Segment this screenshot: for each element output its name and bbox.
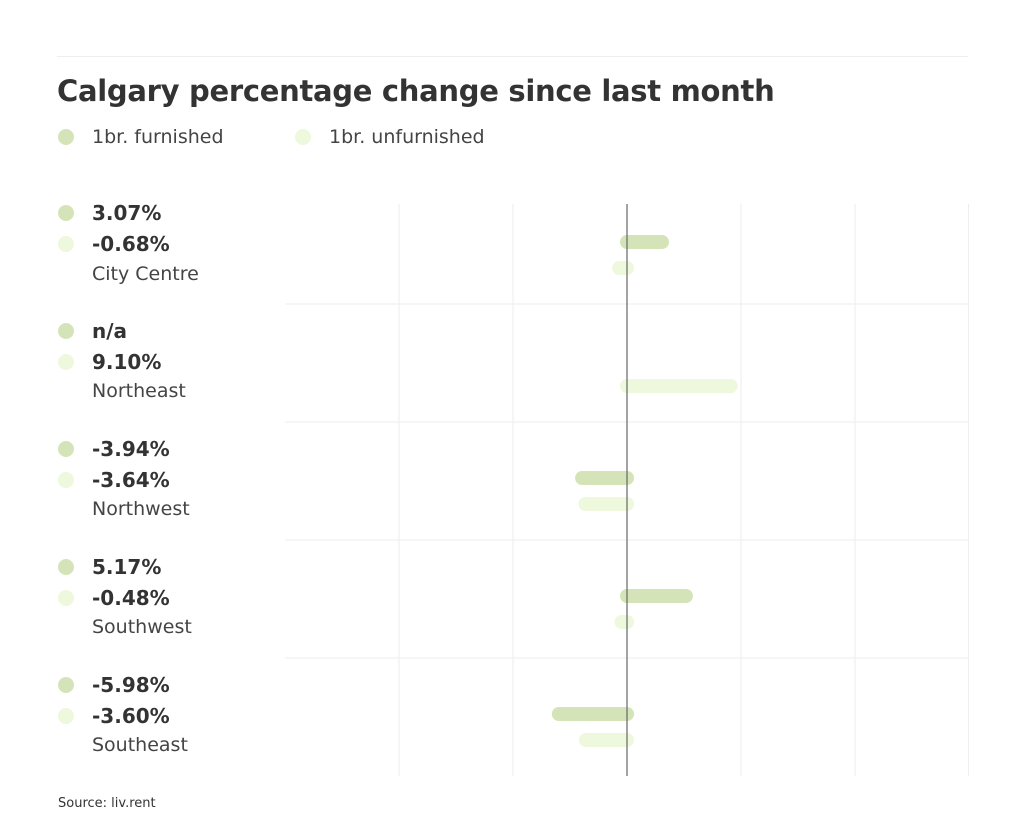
bar-furnished [620,235,669,249]
source-note: Source: liv.rent [58,796,156,811]
chart-title: Calgary percentage change since last mon… [57,74,775,108]
bar-furnished [620,589,693,603]
series-dot-unfurnished [58,708,74,724]
region-row-northeast: n/a 9.10% Northeast [58,316,968,434]
value-label-unfurnished: -3.64% [92,468,170,492]
region-row-city-centre: 3.07% -0.68% City Centre [58,198,968,316]
value-line-furnished: 3.07% [58,199,161,227]
value-line-unfurnished: -3.60% [58,702,170,730]
value-label-furnished: n/a [92,319,128,343]
legend-label-furnished: 1br. furnished [92,126,224,148]
legend-item-furnished: 1br. furnished [58,124,224,150]
region-label: Northeast [92,380,186,402]
value-label-furnished: -3.94% [92,437,170,461]
value-line-furnished: -3.94% [58,435,170,463]
bar-unfurnished [578,733,634,747]
series-dot-furnished [58,205,74,221]
series-dot-unfurnished [58,236,74,252]
bar-unfurnished [620,379,738,393]
value-line-unfurnished: -0.48% [58,584,170,612]
legend-label-unfurnished: 1br. unfurnished [329,126,485,148]
legend-dot-unfurnished [295,129,311,145]
series-dot-unfurnished [58,590,74,606]
region-row-northwest: -3.94% -3.64% Northwest [58,434,968,552]
bar-unfurnished [614,615,634,629]
bar-unfurnished [578,497,634,511]
value-label-furnished: -5.98% [92,673,170,697]
legend-item-unfurnished: 1br. unfurnished [295,124,485,150]
region-label: Southeast [92,734,188,756]
legend-dot-furnished [58,129,74,145]
value-line-furnished: n/a [58,317,127,345]
top-divider [57,56,968,57]
value-label-unfurnished: -0.48% [92,586,170,610]
value-line-unfurnished: 9.10% [58,348,161,376]
bar-furnished [575,471,634,485]
chart-legend: 1br. furnished 1br. unfurnished [58,124,658,150]
series-dot-furnished [58,677,74,693]
series-dot-furnished [58,441,74,457]
value-line-unfurnished: -3.64% [58,466,170,494]
value-label-furnished: 5.17% [92,555,162,579]
value-line-unfurnished: -0.68% [58,230,170,258]
series-dot-furnished [58,323,74,339]
value-label-furnished: 3.07% [92,201,162,225]
region-label: City Centre [92,263,199,285]
value-line-furnished: -5.98% [58,671,170,699]
series-dot-unfurnished [58,472,74,488]
region-row-southwest: 5.17% -0.48% Southwest [58,552,968,670]
value-label-unfurnished: 9.10% [92,350,162,374]
region-row-southeast: -5.98% -3.60% Southeast [58,670,968,788]
region-label: Southwest [92,616,192,638]
bar-furnished [551,707,634,721]
series-dot-unfurnished [58,354,74,370]
value-label-unfurnished: -0.68% [92,232,170,256]
series-dot-furnished [58,559,74,575]
value-label-unfurnished: -3.60% [92,704,170,728]
value-line-furnished: 5.17% [58,553,161,581]
region-label: Northwest [92,498,190,520]
bar-plot-area [285,204,969,776]
bar-unfurnished [612,261,634,275]
